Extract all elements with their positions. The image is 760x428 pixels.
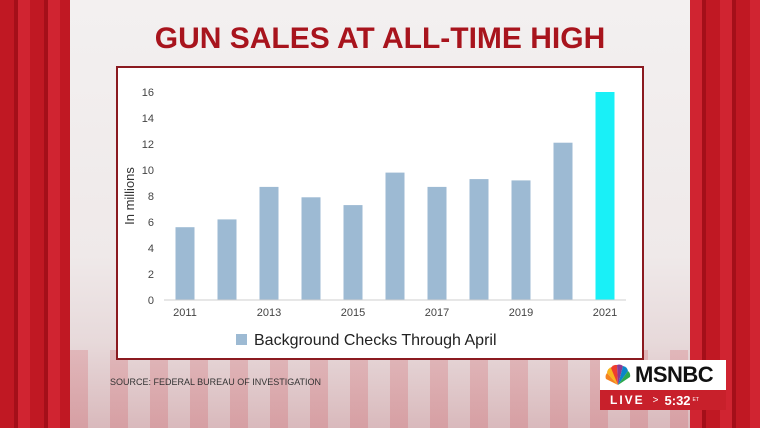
y-tick-label: 8 (148, 191, 154, 203)
panel-bottom-stripes (70, 350, 690, 428)
legend-swatch (236, 334, 247, 345)
arrow-right-icon: > (652, 394, 659, 406)
bar-2021 (595, 92, 615, 300)
left-backdrop (0, 0, 70, 428)
y-tick-label: 16 (142, 87, 154, 99)
bar-chart: 0 2 4 6 8 10 12 14 16 In millions 2011 2013 2015 2017… (122, 87, 626, 349)
y-tick-label: 2 (148, 269, 154, 281)
live-label: LIVE (610, 393, 645, 407)
bar-2012 (217, 219, 237, 300)
bar-2016 (385, 172, 405, 300)
y-tick-label: 10 (142, 165, 154, 177)
y-tick-label: 4 (148, 243, 154, 255)
x-tick-label: 2011 (173, 307, 197, 319)
chart-frame: 0 2 4 6 8 10 12 14 16 In millions 2011 2013 2015 2017… (116, 66, 644, 360)
source-credit: SOURCE: FEDERAL BUREAU OF INVESTIGATION (110, 377, 322, 387)
y-tick-label: 6 (148, 217, 154, 229)
live-bug: LIVE > 5:32 ET (600, 390, 726, 410)
bar-2014 (301, 197, 321, 300)
bar-2015 (343, 205, 363, 300)
clock-time: 5:32 (664, 392, 691, 408)
y-axis-label: In millions (122, 167, 137, 225)
bar-2011 (175, 227, 195, 300)
x-tick-label: 2021 (593, 307, 617, 319)
x-tick-label: 2015 (341, 307, 365, 319)
x-tick-label: 2013 (257, 307, 281, 319)
bar-2020 (553, 142, 573, 300)
headline: GUN SALES AT ALL-TIME HIGH (154, 22, 606, 55)
bar-2013 (259, 186, 279, 300)
msnbc-logo: MSNBC (600, 360, 726, 390)
timezone: ET (692, 396, 699, 403)
bar-2017 (427, 186, 447, 300)
y-tick-label: 0 (148, 295, 154, 307)
peacock-icon (605, 364, 631, 385)
y-tick-label: 12 (142, 139, 154, 151)
legend-label: Background Checks Through April (254, 332, 497, 349)
right-backdrop (690, 0, 760, 428)
y-tick-label: 14 (142, 113, 154, 125)
bar-2018 (469, 179, 489, 300)
network-name: MSNBC (635, 362, 714, 387)
bar-2019 (511, 180, 531, 300)
x-tick-label: 2017 (425, 307, 449, 319)
x-tick-label: 2019 (509, 307, 533, 319)
